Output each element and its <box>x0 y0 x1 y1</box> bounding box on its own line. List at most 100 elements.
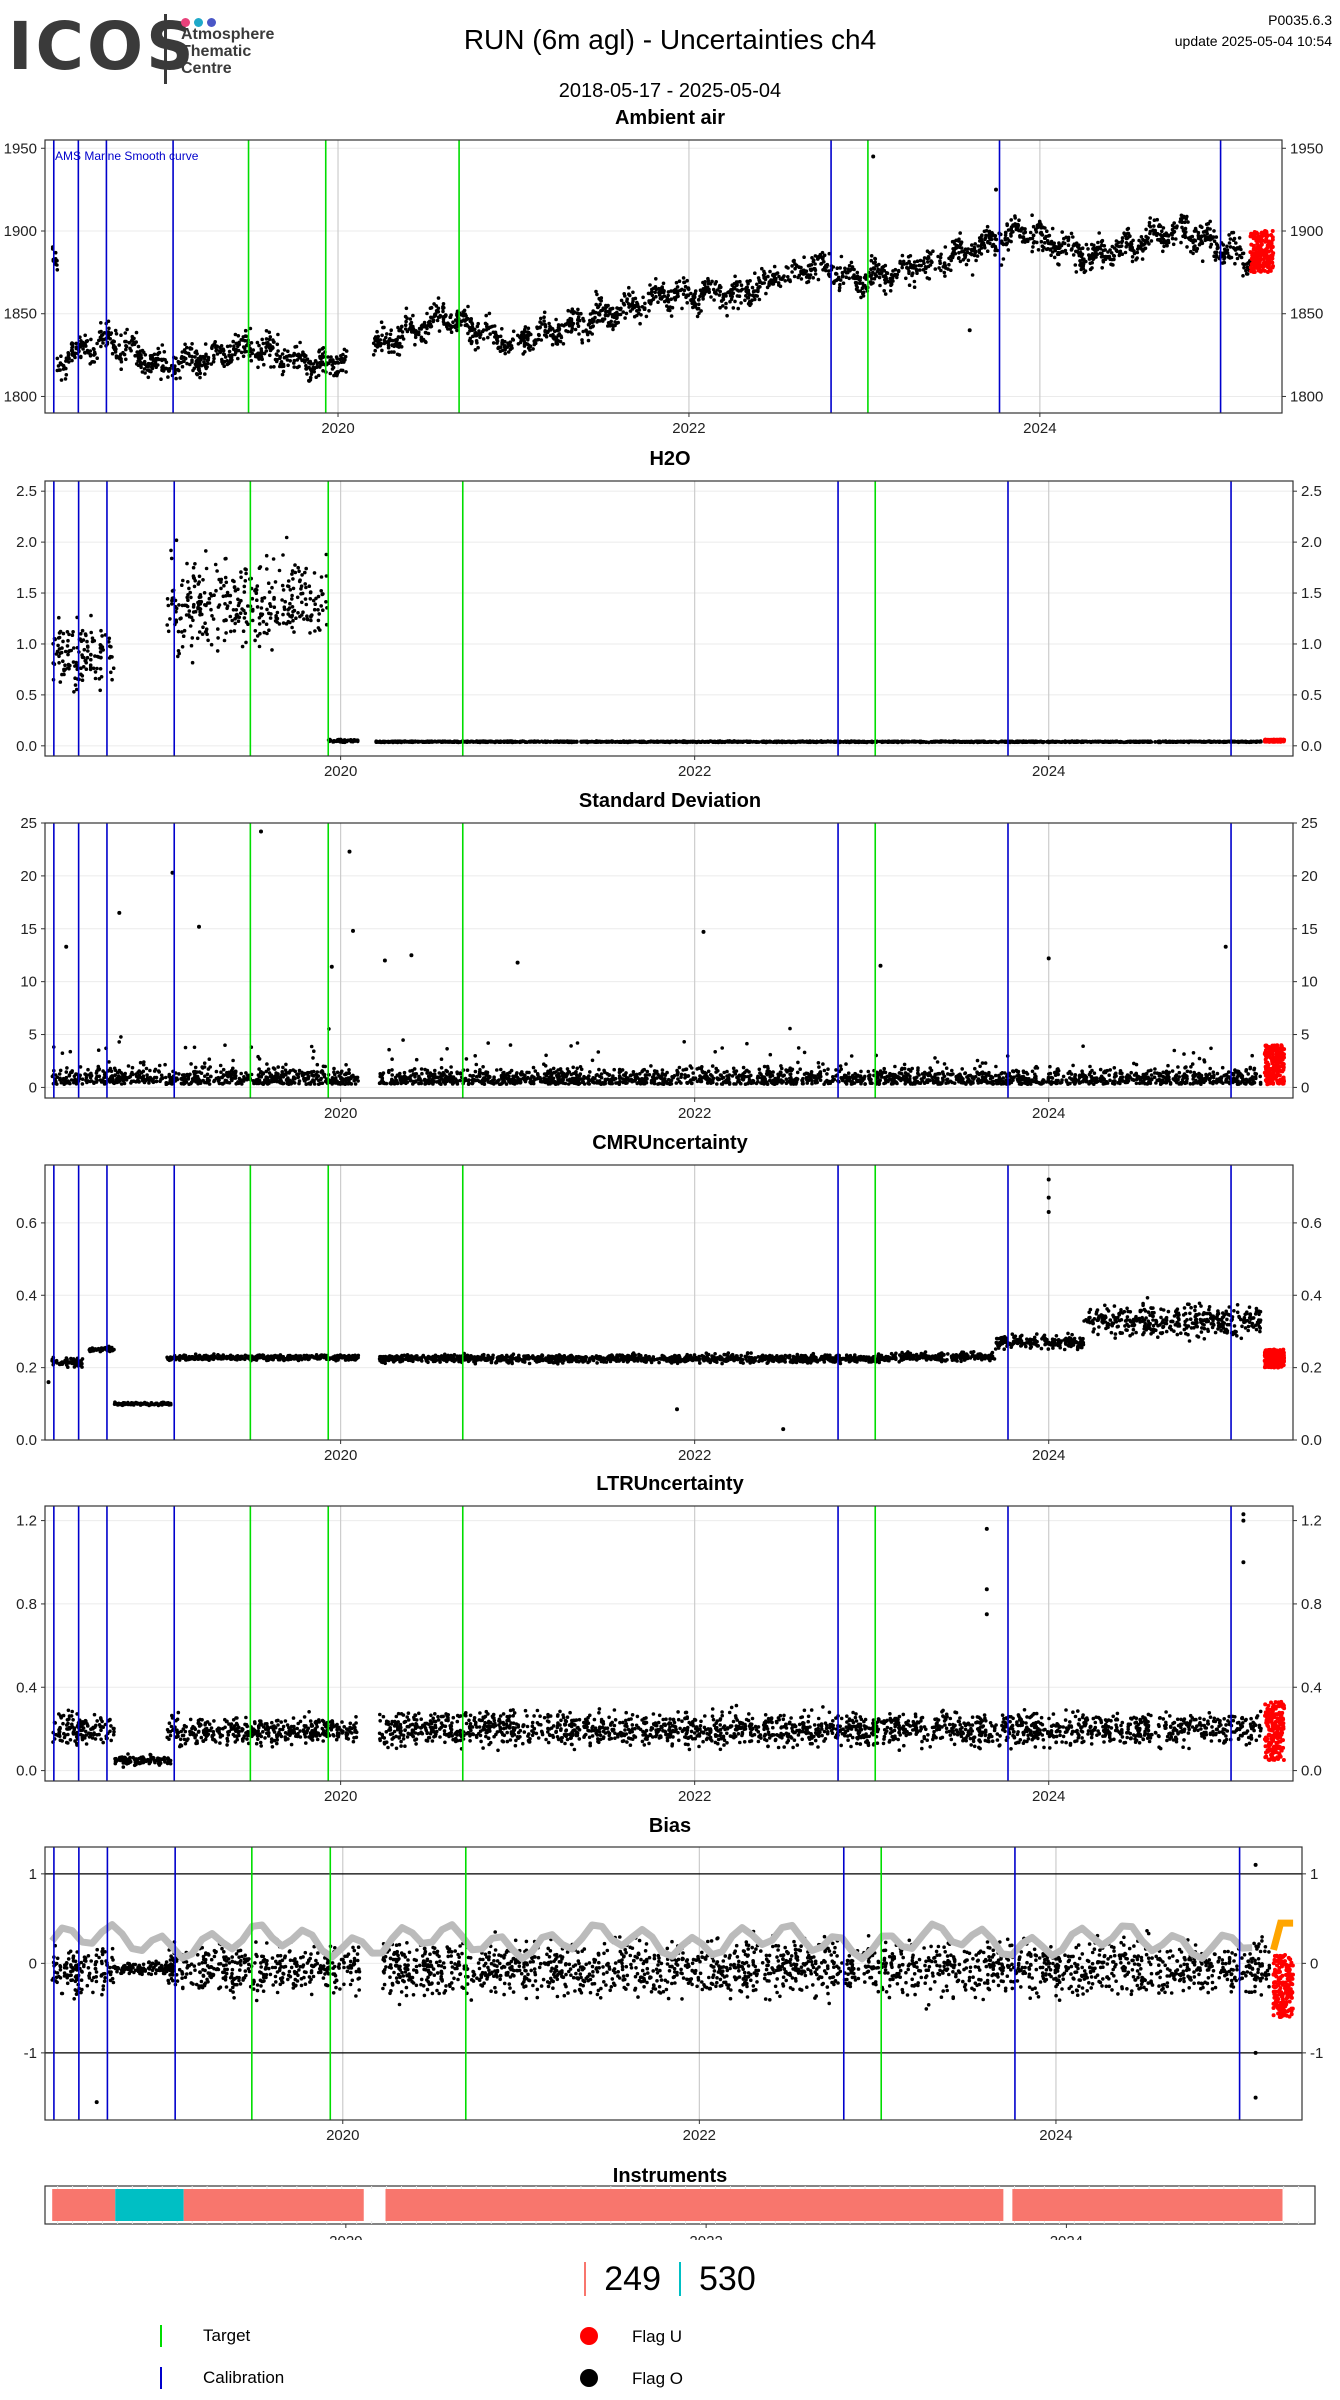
data-point <box>632 303 637 308</box>
data-point <box>166 629 171 634</box>
data-point <box>481 337 486 341</box>
data-point <box>257 622 262 626</box>
data-point <box>682 280 686 285</box>
data-point <box>1123 250 1128 255</box>
data-point <box>626 302 631 306</box>
data-point <box>869 273 874 278</box>
data-point <box>673 298 678 302</box>
data-point <box>1202 234 1207 238</box>
data-point <box>822 253 827 258</box>
data-point <box>316 608 320 612</box>
data-point <box>285 358 290 362</box>
data-point <box>254 598 259 602</box>
data-point <box>66 351 71 356</box>
data-point <box>1242 265 1246 270</box>
data-point <box>223 557 227 561</box>
data-point <box>66 638 70 643</box>
data-point <box>389 350 394 354</box>
data-point <box>295 358 300 362</box>
data-point <box>476 345 480 350</box>
data-point <box>693 289 698 293</box>
data-point <box>280 583 285 588</box>
data-point <box>699 309 703 313</box>
data-point <box>758 280 762 285</box>
data-point <box>732 286 737 291</box>
data-point <box>763 277 768 282</box>
data-point <box>576 307 580 312</box>
data-point <box>260 337 265 342</box>
logo-subtitle: Atmosphere Thematic Centre <box>181 26 274 77</box>
data-point <box>57 661 61 665</box>
data-point <box>84 660 88 665</box>
data-point <box>281 621 286 625</box>
data-point <box>183 342 187 347</box>
data-point <box>1020 240 1025 244</box>
data-point <box>185 561 189 566</box>
data-point <box>1035 240 1039 245</box>
data-point <box>606 313 610 318</box>
data-point <box>189 643 194 648</box>
data-point <box>638 321 642 326</box>
data-point <box>1000 241 1005 246</box>
data-point <box>57 615 61 620</box>
data-point <box>267 330 272 335</box>
icos-logo-text: ICOS <box>8 8 197 85</box>
data-point <box>468 329 472 333</box>
data-point <box>1214 235 1219 239</box>
data-point <box>861 284 866 288</box>
data-point <box>254 587 258 592</box>
data-point <box>413 342 417 347</box>
data-point <box>664 298 669 303</box>
data-point <box>308 631 312 635</box>
data-point <box>654 277 658 281</box>
data-point <box>344 370 348 374</box>
data-point <box>192 576 196 581</box>
data-point <box>717 293 722 297</box>
data-point <box>264 349 269 353</box>
data-point <box>700 290 705 295</box>
data-point <box>121 350 125 355</box>
data-point <box>405 329 410 334</box>
data-point <box>1183 226 1188 231</box>
data-point <box>319 589 324 593</box>
data-point <box>99 344 103 349</box>
data-point <box>55 356 60 361</box>
data-point <box>1172 221 1176 225</box>
data-point <box>461 310 465 314</box>
data-point <box>60 672 64 677</box>
data-point <box>1107 255 1111 260</box>
data-point <box>118 354 122 359</box>
data-point <box>190 636 195 640</box>
data-point <box>1112 254 1117 258</box>
logo-sub-line: Atmosphere <box>181 26 275 43</box>
data-point <box>797 273 802 278</box>
data-point <box>335 370 339 374</box>
data-point <box>1066 243 1071 247</box>
data-point <box>1161 226 1166 230</box>
data-point <box>1198 224 1203 228</box>
data-point <box>591 309 595 313</box>
data-point <box>1048 740 1053 744</box>
data-point <box>616 320 620 325</box>
data-point <box>267 590 272 594</box>
data-point <box>293 570 298 575</box>
data-point <box>668 305 672 309</box>
data-point <box>764 291 768 296</box>
data-point <box>799 277 804 281</box>
data-point <box>1159 240 1164 245</box>
data-point <box>256 365 260 370</box>
data-point <box>97 677 102 681</box>
data-point <box>99 329 103 334</box>
data-point <box>500 348 505 353</box>
data-point <box>1185 214 1189 219</box>
data-point <box>253 629 258 633</box>
data-point <box>423 330 428 335</box>
data-point <box>539 316 543 321</box>
data-point <box>595 320 599 324</box>
data-point <box>1066 235 1071 240</box>
data-point <box>101 341 105 345</box>
data-point <box>1021 235 1026 239</box>
data-point <box>441 306 445 311</box>
data-point <box>786 266 790 270</box>
